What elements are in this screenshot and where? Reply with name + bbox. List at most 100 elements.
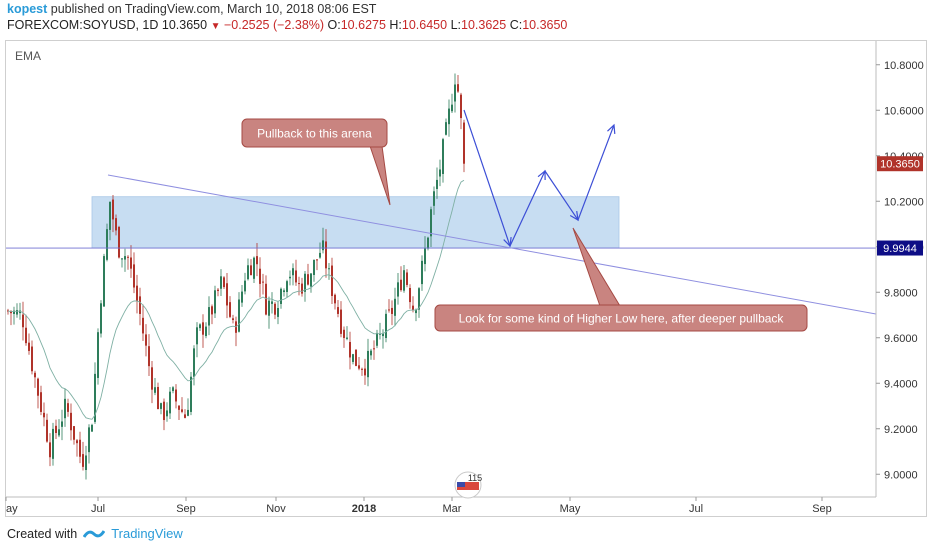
candle-body bbox=[10, 311, 12, 314]
price-badge-text: 10.3650 bbox=[880, 159, 920, 171]
candle-body bbox=[301, 283, 303, 294]
candle-body bbox=[322, 240, 324, 251]
candle-body bbox=[355, 349, 357, 366]
candle-body bbox=[379, 333, 381, 335]
candle-body bbox=[52, 428, 54, 459]
candle-body bbox=[376, 332, 378, 346]
candle-body bbox=[238, 299, 240, 332]
down-triangle-icon: ▼ bbox=[210, 21, 221, 32]
candle-body bbox=[118, 226, 120, 258]
candle-body bbox=[400, 279, 402, 291]
published-text: published on TradingView.com, March 10, … bbox=[50, 2, 377, 16]
candle-body bbox=[73, 426, 75, 440]
candle-body bbox=[28, 342, 30, 351]
callout-text: Pullback to this arena bbox=[257, 127, 372, 141]
candle-body bbox=[49, 442, 51, 458]
price-tick-label: 9.2000 bbox=[884, 424, 918, 436]
candle-body bbox=[352, 354, 354, 362]
candle-body bbox=[196, 327, 198, 345]
open-value: 10.6275 bbox=[340, 18, 386, 32]
candle-body bbox=[406, 272, 408, 285]
close-value: 10.3650 bbox=[522, 18, 568, 32]
candle-body bbox=[358, 365, 360, 369]
chart-frame[interactable] bbox=[5, 40, 927, 517]
candle-body bbox=[307, 274, 309, 285]
candle-body bbox=[82, 454, 84, 467]
candle-body bbox=[190, 376, 192, 412]
price-tick-label: 9.6000 bbox=[884, 333, 918, 345]
candle-body bbox=[316, 259, 318, 261]
time-tick-label: May bbox=[560, 503, 581, 515]
tradingview-brand[interactable]: TradingView bbox=[111, 526, 183, 541]
last-price: 10.3650 bbox=[161, 18, 208, 32]
candle-body bbox=[154, 387, 156, 393]
current-price-badge: 10.3650 bbox=[877, 156, 923, 172]
candle-body bbox=[217, 289, 219, 291]
candle-body bbox=[175, 389, 177, 402]
candle-body bbox=[430, 209, 432, 237]
candle-body bbox=[145, 334, 147, 346]
candle-body bbox=[364, 368, 366, 376]
candle-body bbox=[166, 410, 168, 417]
candle-body bbox=[55, 425, 57, 433]
price-tick-label: 9.0000 bbox=[884, 469, 918, 481]
candle-body bbox=[67, 403, 69, 412]
candle-body bbox=[169, 391, 171, 414]
price-tick-label: 10.6000 bbox=[884, 105, 924, 117]
candle-body bbox=[124, 256, 126, 260]
price-badge-bg bbox=[877, 240, 923, 256]
flag-canton bbox=[457, 482, 465, 487]
candle-body bbox=[454, 84, 456, 102]
callout-text: Look for some kind of Higher Low here, a… bbox=[459, 312, 785, 326]
arrowhead-up bbox=[607, 123, 616, 135]
candle-body bbox=[283, 290, 285, 293]
candle-body bbox=[25, 327, 27, 344]
candle-body bbox=[292, 268, 294, 276]
candle-body bbox=[298, 283, 300, 285]
candle-body bbox=[253, 257, 255, 279]
candle-body bbox=[421, 260, 423, 285]
candle-body bbox=[151, 367, 153, 390]
candle-body bbox=[103, 256, 105, 307]
candle-body bbox=[265, 283, 267, 315]
callout-higher-low: Look for some kind of Higher Low here, a… bbox=[434, 227, 808, 332]
close-label: C: bbox=[509, 18, 523, 32]
price-tick-label: 9.8000 bbox=[884, 287, 918, 299]
price-tick-label: 9.4000 bbox=[884, 378, 918, 390]
candle-body bbox=[259, 268, 261, 284]
candle-body bbox=[460, 94, 462, 119]
candle-body bbox=[22, 314, 24, 328]
candle-body bbox=[115, 218, 117, 231]
footer: Created with TradingView bbox=[7, 526, 183, 541]
candle-body bbox=[97, 332, 99, 378]
candle-body bbox=[412, 305, 414, 310]
candle-body bbox=[202, 322, 204, 335]
candle-body bbox=[280, 288, 282, 304]
candle-body bbox=[463, 122, 465, 164]
candle-body bbox=[79, 439, 81, 457]
candle-body bbox=[439, 169, 441, 177]
candle-body bbox=[289, 276, 291, 279]
candle-body bbox=[160, 403, 162, 409]
candle-body bbox=[163, 401, 165, 421]
price-tick-label: 10.2000 bbox=[884, 196, 924, 208]
events-badge-count: 115 bbox=[468, 473, 482, 483]
low-value: 10.3625 bbox=[461, 18, 507, 32]
flag-icon bbox=[457, 482, 479, 490]
ohlc-legend: FOREXCOM:SOYUSD, 1D 10.3650 ▼ −0.2525 (−… bbox=[7, 18, 567, 32]
candle-body bbox=[187, 409, 189, 416]
candle-body bbox=[457, 84, 459, 92]
tradingview-logo-icon bbox=[83, 529, 106, 538]
high-label: H: bbox=[389, 18, 402, 32]
arrowhead-up bbox=[537, 169, 546, 181]
candle-body bbox=[328, 268, 330, 270]
candle-body bbox=[58, 429, 60, 436]
candle-body bbox=[157, 386, 159, 410]
price-tick-label: 10.8000 bbox=[884, 60, 924, 72]
candle-body bbox=[229, 302, 231, 317]
arrowhead-down bbox=[503, 236, 512, 248]
author-name[interactable]: kopest bbox=[7, 2, 48, 16]
candle-body bbox=[142, 317, 144, 334]
candle-body bbox=[130, 257, 132, 269]
